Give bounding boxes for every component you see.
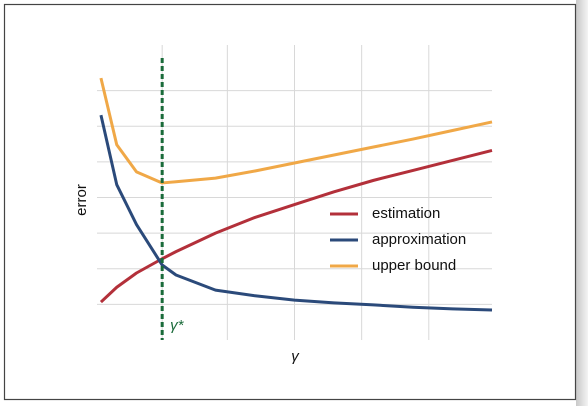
frame xyxy=(3,3,577,401)
y-axis-label: error xyxy=(73,184,90,216)
line-series xyxy=(99,148,493,304)
legend-label: upper bound xyxy=(372,257,456,274)
line-series xyxy=(99,77,493,185)
reference-label: γ* xyxy=(170,317,185,334)
line-series xyxy=(99,114,493,312)
legend-label: estimation xyxy=(372,205,440,222)
shadow xyxy=(576,0,588,406)
legend-label: approximation xyxy=(372,231,466,248)
x-axis-label: γ xyxy=(291,348,300,365)
